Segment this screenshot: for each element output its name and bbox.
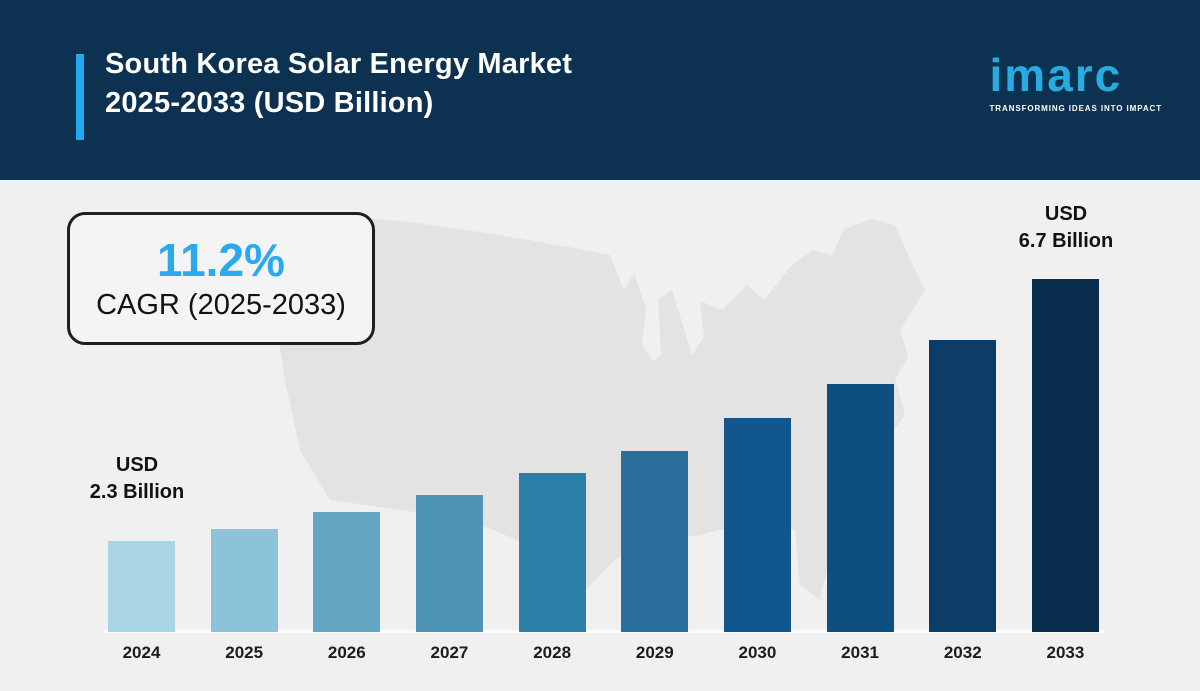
cagr-badge: 11.2% CAGR (2025-2033)	[67, 212, 375, 345]
x-tick-label-2031: 2031	[841, 643, 880, 662]
x-tick-label-2029: 2029	[635, 643, 674, 662]
bar-2026: 2026	[313, 512, 381, 662]
bars-container: 2024 2025 2026 2027 2028 2029 2030 2031 2032 2033	[108, 279, 1099, 662]
imarc-logo-text: imarc	[989, 49, 1123, 101]
x-axis-line	[103, 630, 1104, 633]
bar-2031: 2031	[826, 384, 894, 662]
value-label-last-bar: USD 6.7 Billion	[986, 201, 1146, 255]
x-tick-label-2028: 2028	[533, 643, 572, 662]
bar-2025: 2025	[210, 529, 278, 662]
bar-2024: 2024	[108, 541, 175, 662]
bar-2027: 2027	[415, 495, 483, 662]
x-tick-label-2030: 2030	[738, 643, 777, 662]
x-tick-label-2024: 2024	[122, 643, 161, 662]
bar-2032: 2032	[929, 340, 997, 662]
bar-2029: 2029	[621, 451, 689, 662]
page-title: South Korea Solar Energy Market 2025-203…	[105, 45, 572, 123]
cagr-value: 11.2%	[157, 233, 285, 286]
value-label-last-currency: USD	[1044, 203, 1088, 225]
value-label-first-amount: 2.3 Billion	[89, 481, 185, 503]
x-tick-label-2027: 2027	[430, 643, 469, 662]
x-tick-label-2026: 2026	[327, 643, 366, 662]
value-label-first-bar: USD 2.3 Billion	[57, 452, 217, 506]
bar-2033: 2033	[1031, 279, 1099, 662]
imarc-logo: imarc TRANSFORMING IDEAS INTO IMPACT	[990, 52, 1162, 113]
x-tick-label-2032: 2032	[943, 643, 982, 662]
value-label-first-currency: USD	[115, 454, 159, 476]
bar-2030: 2030	[723, 418, 791, 662]
imarc-logo-tagline: TRANSFORMING IDEAS INTO IMPACT	[989, 104, 1162, 113]
x-tick-label-2025: 2025	[225, 643, 264, 662]
header: South Korea Solar Energy Market 2025-203…	[0, 0, 1200, 180]
bar-2028: 2028	[518, 473, 586, 662]
value-label-last-amount: 6.7 Billion	[1018, 230, 1114, 252]
chart-area: 11.2% CAGR (2025-2033) USD 2.3 Billion U…	[0, 180, 1200, 691]
title-accent-bar	[76, 54, 84, 140]
page-title-line2: 2025-2033 (USD Billion)	[105, 87, 434, 119]
page-title-line1: South Korea Solar Energy Market	[105, 48, 573, 80]
cagr-period-label: CAGR (2025-2033)	[96, 288, 346, 321]
x-tick-label-2033: 2033	[1046, 643, 1085, 662]
